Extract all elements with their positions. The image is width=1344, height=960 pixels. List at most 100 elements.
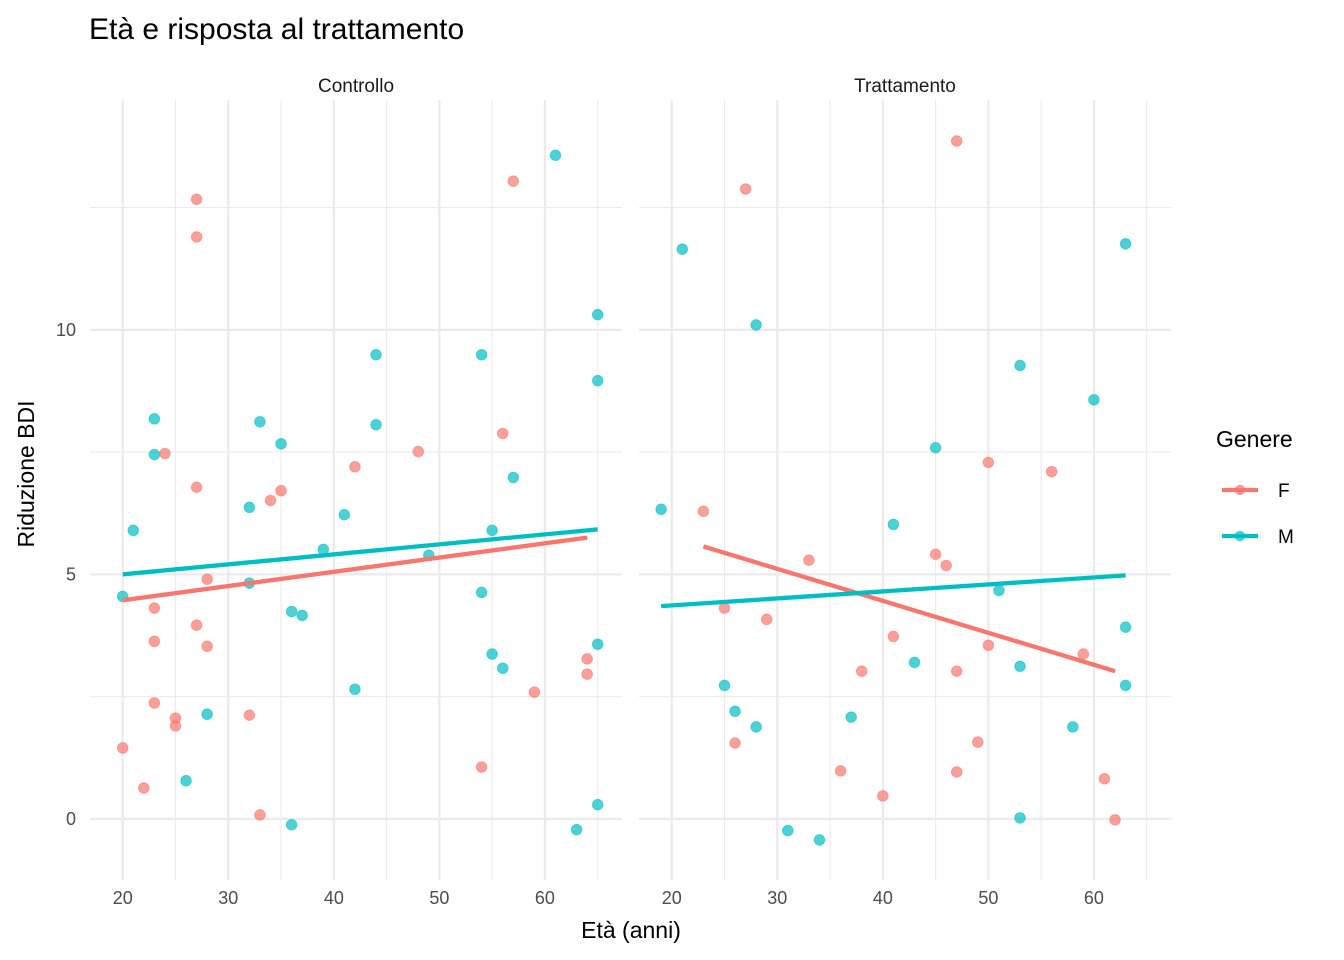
data-point-m [127, 524, 140, 537]
data-point-m [1014, 359, 1026, 372]
data-point-f [739, 183, 752, 195]
data-point-f [581, 653, 593, 665]
x-tick-label: 50 [978, 888, 998, 908]
data-point-m [655, 503, 667, 516]
data-point-m [750, 319, 762, 331]
data-point-f [201, 640, 213, 653]
data-point-m [370, 418, 382, 431]
data-point-m [201, 708, 213, 721]
data-point-f [148, 697, 161, 709]
data-point-m [570, 823, 583, 836]
data-point-f [729, 737, 741, 749]
y-tick-label: 0 [66, 809, 76, 829]
data-point-m [285, 818, 298, 831]
legend-key-point [1234, 484, 1246, 496]
data-point-f [412, 445, 425, 458]
data-point-m [1067, 721, 1079, 733]
x-tick-label: 20 [113, 888, 133, 908]
data-point-m [591, 798, 604, 811]
data-point-f [1109, 814, 1121, 826]
data-point-f [1098, 772, 1111, 785]
x-tick-label: 60 [1084, 888, 1104, 908]
fit-line-f [702, 544, 1116, 674]
data-point-m [549, 149, 562, 162]
legend: Genere F M [1216, 426, 1294, 548]
fit-line-m [661, 573, 1126, 609]
data-point-f [940, 559, 952, 572]
data-point-f [201, 573, 213, 586]
legend-entry-f: F [1222, 481, 1290, 502]
data-point-f [877, 790, 889, 802]
data-point-m [591, 638, 604, 651]
data-point-m [993, 584, 1005, 597]
data-point-f [1077, 648, 1090, 660]
y-tick-label: 10 [56, 320, 76, 340]
facet-panels: Controllo 20 30 40 50 60 0 5 10 Trattamento 20 30 40… [56, 76, 1171, 908]
data-point-m [496, 662, 509, 675]
data-point-m [180, 774, 192, 787]
x-tick-label: 60 [535, 888, 555, 908]
data-point-m [475, 586, 488, 599]
data-point-m [296, 609, 308, 622]
legend-title: Genere [1216, 426, 1293, 452]
data-point-m [782, 824, 794, 837]
x-tick-label: 40 [873, 888, 893, 908]
legend-label: M [1278, 527, 1294, 548]
data-point-f [697, 505, 710, 518]
data-point-f [760, 613, 773, 626]
data-point-m [148, 413, 161, 425]
data-point-f [138, 782, 150, 794]
data-point-f [254, 809, 266, 821]
data-point-m [718, 679, 731, 692]
data-point-m [887, 518, 900, 531]
data-point-m [908, 656, 921, 669]
data-point-f [950, 135, 963, 147]
x-tick-label: 30 [767, 888, 787, 908]
data-point-f [528, 686, 541, 699]
data-point-f [929, 548, 942, 561]
data-point-m [591, 374, 604, 387]
data-point-m [486, 524, 498, 537]
facet-strip-label: Trattamento [854, 76, 956, 97]
legend-entry-m: M [1222, 527, 1294, 548]
data-point-f [718, 602, 731, 614]
data-point-f [496, 427, 509, 440]
data-point-f [190, 231, 203, 243]
data-point-m [285, 605, 298, 618]
data-point-m [349, 683, 361, 696]
data-point-f [349, 460, 361, 473]
data-point-m [813, 834, 826, 846]
data-point-f [950, 766, 963, 778]
data-point-f [507, 175, 520, 187]
data-point-m [1119, 621, 1132, 633]
x-axis-label: Età (anni) [581, 917, 681, 943]
data-point-f [190, 619, 203, 632]
data-point-m [591, 308, 604, 321]
data-point-m [486, 648, 498, 660]
data-point-f [972, 736, 984, 748]
data-point-m [370, 348, 382, 361]
data-point-f [190, 193, 203, 206]
data-point-f [243, 709, 256, 721]
data-point-m [243, 501, 256, 514]
data-point-f [581, 668, 593, 680]
data-point-m [475, 348, 488, 361]
data-point-m [148, 448, 161, 461]
data-point-f [475, 761, 488, 773]
data-point-f [169, 720, 182, 732]
data-point-m [929, 441, 942, 454]
facet-strip-label: Controllo [318, 76, 394, 97]
data-point-f [1045, 465, 1058, 478]
data-point-m [845, 711, 857, 723]
x-tick-label: 30 [218, 888, 238, 908]
data-point-m [338, 508, 351, 521]
legend-key-point [1234, 530, 1246, 542]
chart-title: Età e risposta al trattamento [89, 13, 464, 46]
panel-controllo: Controllo 20 30 40 50 60 0 5 10 [56, 76, 622, 908]
data-point-m [729, 705, 741, 718]
data-point-f [275, 484, 287, 497]
data-point-m [1014, 660, 1026, 673]
data-point-f [855, 665, 868, 677]
data-point-f [982, 639, 995, 652]
